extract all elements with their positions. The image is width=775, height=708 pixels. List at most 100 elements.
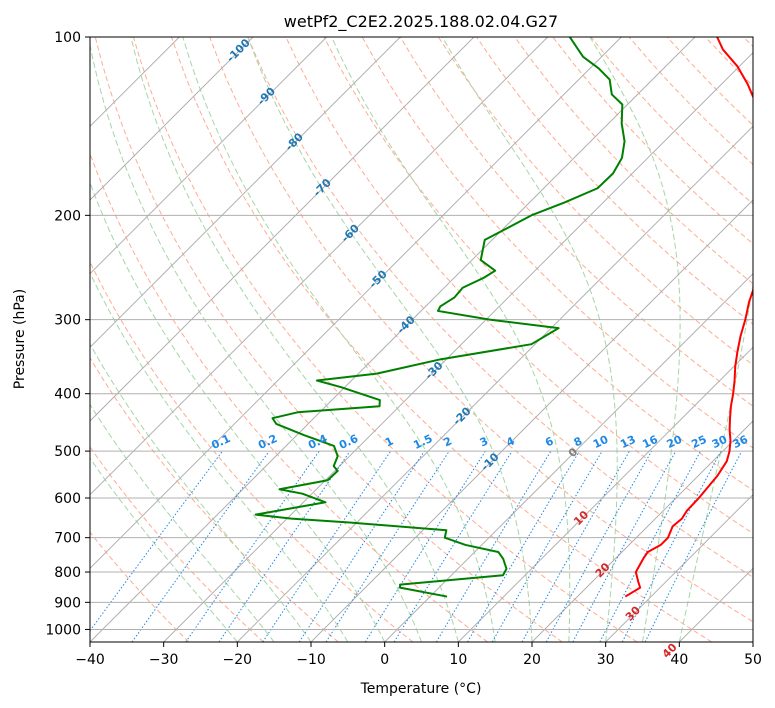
isotherm-gridline — [90, 37, 328, 275]
moist-adiabat — [90, 181, 386, 642]
mixing-ratio-line — [325, 450, 450, 642]
dry-adiabat — [94, 37, 563, 642]
isotherm-label: -80 — [283, 130, 306, 153]
isotherm-gridline — [90, 37, 254, 201]
dry-adiabat — [361, 37, 753, 449]
mixing-ratio-line — [364, 450, 486, 642]
isotherms — [90, 37, 753, 642]
x-tick-label: 10 — [449, 652, 467, 668]
isotherm-label: -60 — [339, 222, 362, 245]
mixing-ratio-label: 30 — [710, 433, 730, 451]
dry-adiabat — [285, 37, 753, 535]
dry-adiabat — [90, 152, 488, 642]
moist-adiabat — [182, 37, 496, 642]
isotherm-label: -70 — [311, 176, 334, 199]
isotherm-gridline — [457, 346, 753, 642]
dry-adiabat — [209, 37, 753, 623]
dry-adiabats — [90, 37, 753, 642]
isotherm-gridline — [310, 199, 753, 642]
mixing-ratio-line — [545, 450, 653, 642]
mixing-ratio-line — [218, 450, 351, 642]
isotherm-label: 20 — [593, 560, 613, 580]
y-tick-label: 300 — [54, 313, 81, 329]
moist-adiabat — [90, 457, 238, 642]
dry-adiabat — [438, 37, 753, 366]
dry-adiabat — [743, 37, 753, 48]
mixing-ratio-label: 8 — [572, 434, 584, 449]
mixing-ratio-label: 10 — [591, 433, 611, 451]
isotherm-gridline — [90, 37, 622, 570]
moist-adiabat — [90, 271, 349, 642]
dry-adiabat — [552, 37, 753, 245]
dry-adiabat — [666, 37, 753, 126]
mixing-ratio-line — [644, 450, 743, 642]
y-tick-label: 600 — [54, 491, 81, 507]
mixing-ratio-label: 3 — [478, 434, 490, 449]
mixing-ratio-label: 2 — [442, 434, 454, 449]
mixing-ratio-line — [521, 450, 630, 642]
profile-series — [254, 37, 753, 598]
x-tick-label: −30 — [149, 652, 179, 668]
isotherm-gridline — [531, 420, 753, 642]
mixing-ratio-line — [262, 450, 392, 642]
x-axis: −40 −30 −20 −10 0 10 20 30 40 50 — [75, 642, 762, 668]
mixing-ratio-line — [572, 450, 677, 642]
x-tick-label: 0 — [380, 652, 389, 668]
isotherm-gridline — [90, 37, 401, 349]
isotherm-gridline — [678, 567, 753, 642]
mixing-ratio-label: 36 — [731, 433, 751, 451]
y-axis-title: Pressure (hPa) — [12, 289, 28, 389]
dry-adiabat — [90, 356, 339, 642]
chart-title: wetPf2_C2E2.2025.188.02.04.G27 — [284, 12, 558, 32]
x-tick-label: 20 — [523, 652, 541, 668]
plot-frame — [89, 36, 754, 643]
isotherm-gridline — [605, 493, 753, 642]
mixing-ratio-line — [393, 450, 513, 642]
mixing-ratio-line — [185, 450, 320, 642]
isotherm-gridline — [90, 37, 475, 422]
dry-adiabat — [399, 37, 753, 407]
y-tick-label: 400 — [54, 387, 81, 403]
moist-adiabat — [130, 37, 459, 642]
dry-adiabat — [171, 37, 713, 642]
dry-adiabat — [514, 37, 753, 285]
dewpoint-profile-line — [254, 37, 626, 598]
isotherm-label: -10 — [478, 450, 501, 473]
dry-adiabat — [90, 531, 190, 642]
mixing-ratio-lines — [90, 450, 743, 642]
y-tick-label: 100 — [54, 30, 81, 46]
x-axis-title: Temperature (°C) — [360, 681, 482, 697]
dry-adiabat — [476, 37, 753, 325]
mixing-ratio-label: 1 — [383, 434, 395, 449]
y-tick-label: 1000 — [45, 622, 81, 638]
moist-adiabat — [441, 37, 618, 642]
temperature-profile-line — [624, 37, 753, 598]
isotherm-label: -40 — [395, 313, 418, 336]
dry-adiabat — [323, 37, 753, 491]
isotherm-gridline — [90, 37, 549, 496]
mixing-ratio-label: 13 — [618, 433, 637, 451]
mixing-ratio-label: 16 — [640, 433, 660, 451]
x-tick-label: −40 — [75, 652, 105, 668]
x-tick-label: −10 — [296, 652, 326, 668]
mixing-ratio-line — [90, 450, 223, 632]
moist-adiabat — [247, 37, 533, 642]
moist-adiabat — [90, 343, 312, 642]
moist-adiabat — [589, 37, 681, 642]
y-axis: 100 200 300 400 500 600 700 800 900 1000 — [45, 30, 90, 638]
dry-adiabat — [132, 37, 638, 642]
y-tick-label: 900 — [54, 595, 81, 611]
isotherm-gridline — [163, 51, 753, 642]
moist-adiabat — [90, 403, 275, 642]
isotherm-gridline — [236, 125, 753, 642]
isotherm-label: -20 — [450, 404, 473, 427]
isotherm-gridline — [384, 272, 753, 642]
moist-adiabat — [90, 42, 422, 642]
x-tick-label: 30 — [597, 652, 615, 668]
mixing-ratio-label: 0.1 — [209, 432, 232, 452]
mixing-ratio-label: 25 — [689, 433, 708, 451]
y-tick-label: 700 — [54, 531, 81, 547]
y-tick-label: 800 — [54, 565, 81, 581]
